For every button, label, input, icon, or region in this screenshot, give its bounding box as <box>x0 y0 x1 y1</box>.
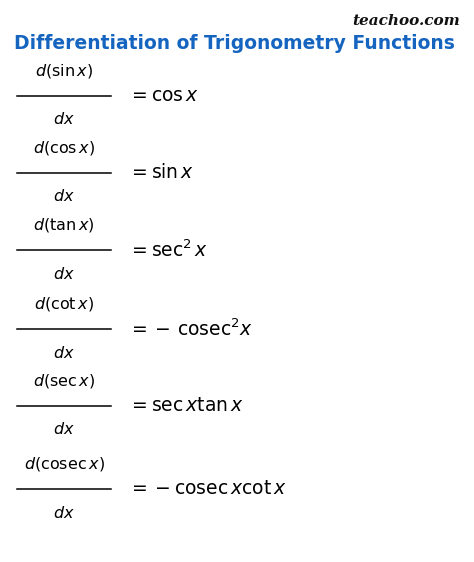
Text: $d(\sec x)$: $d(\sec x)$ <box>33 372 95 390</box>
Text: $d(\cot x)$: $d(\cot x)$ <box>34 295 94 313</box>
Text: $= -\,\mathrm{cosec}^2 x$: $= -\,\mathrm{cosec}^2 x$ <box>128 318 253 339</box>
Text: $dx$: $dx$ <box>53 345 75 360</box>
Text: $d(\mathrm{cosec}\, x)$: $d(\mathrm{cosec}\, x)$ <box>24 455 104 473</box>
Text: $dx$: $dx$ <box>53 111 75 127</box>
Text: $d(\tan x)$: $d(\tan x)$ <box>33 216 95 234</box>
Text: teachoo.com: teachoo.com <box>352 14 460 28</box>
Text: $= \sec x\tan x$: $= \sec x\tan x$ <box>128 396 244 415</box>
Text: $= -\mathrm{cosec}\, x \cot x$: $= -\mathrm{cosec}\, x \cot x$ <box>128 479 287 498</box>
Text: $= \cos x$: $= \cos x$ <box>128 86 199 105</box>
Text: $dx$: $dx$ <box>53 505 75 520</box>
Text: $= \sec^2 x$: $= \sec^2 x$ <box>128 239 208 261</box>
Text: $dx$: $dx$ <box>53 266 75 282</box>
Text: $= \sin x$: $= \sin x$ <box>128 163 194 182</box>
Text: $dx$: $dx$ <box>53 188 75 204</box>
Text: Differentiation of Trigonometry Functions: Differentiation of Trigonometry Function… <box>14 34 455 53</box>
Text: $d(\sin x)$: $d(\sin x)$ <box>35 62 93 80</box>
Text: $dx$: $dx$ <box>53 422 75 437</box>
Text: $d(\cos x)$: $d(\cos x)$ <box>33 139 95 157</box>
